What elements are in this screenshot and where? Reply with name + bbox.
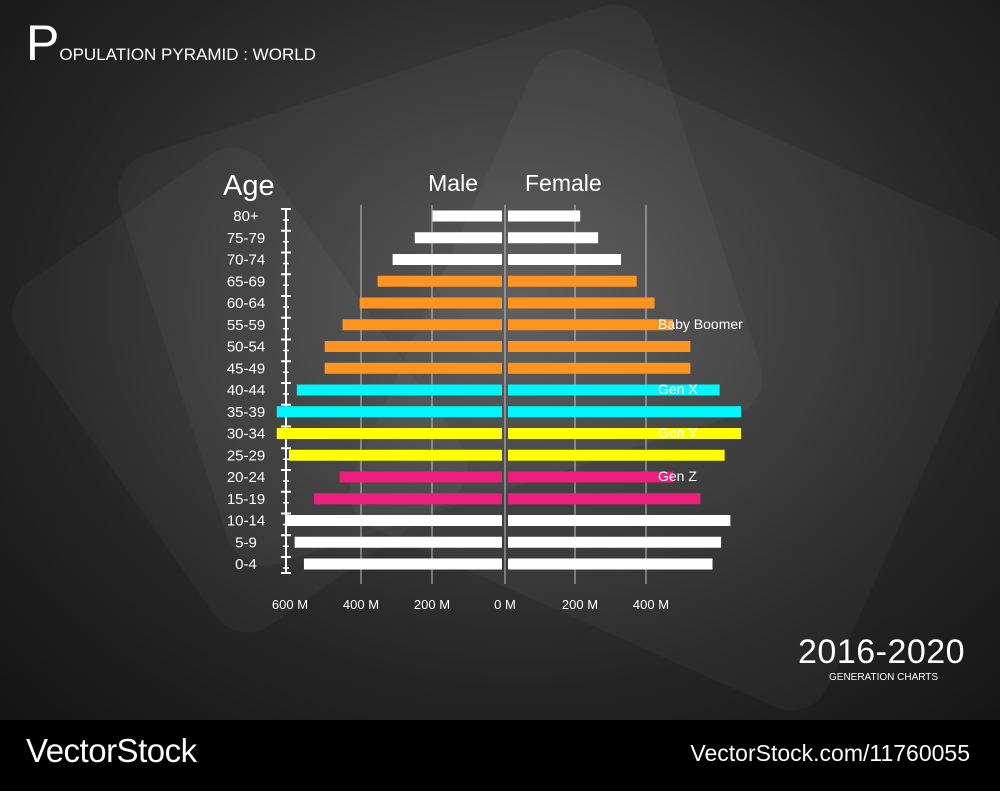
male-bar <box>286 515 502 526</box>
female-bar <box>508 362 691 374</box>
female-bar <box>508 341 691 352</box>
title-initial: P <box>26 15 60 71</box>
female-bar <box>508 319 674 331</box>
female-bar <box>508 275 637 287</box>
male-bar <box>276 406 502 418</box>
male-bar <box>276 428 502 439</box>
female-bar <box>508 384 720 396</box>
age-group-label: 5-9 <box>235 534 257 551</box>
age-group-label: 30-34 <box>227 426 265 443</box>
age-group-label: 55-59 <box>227 317 265 334</box>
age-group-label: 65-69 <box>227 273 265 290</box>
x-tick-label: 200 M <box>562 597 598 612</box>
generation-label: Baby Boomer <box>658 316 743 332</box>
age-axis <box>281 208 291 574</box>
male-bar <box>342 319 502 331</box>
male-bar <box>324 362 502 374</box>
female-bar <box>508 297 655 309</box>
age-group-label: 45-49 <box>227 360 265 377</box>
male-bar <box>296 384 502 396</box>
age-group-label: 50-54 <box>227 339 265 356</box>
population-pyramid-chart: 600 M 400 M 200 M 0 M 200 M 400 M 80+ 75-79 70-7… <box>223 170 743 612</box>
age-group-label: 75-79 <box>227 230 265 247</box>
chalkboard-background <box>0 0 1000 720</box>
male-bar <box>432 210 502 222</box>
age-group-label: 40-44 <box>227 382 265 399</box>
female-bar <box>508 536 722 548</box>
female-bar <box>508 449 725 461</box>
male-bar <box>377 275 502 287</box>
age-group-label: 80+ <box>233 208 259 225</box>
period-years: 2016-2020 <box>798 633 966 671</box>
bar-layer <box>276 210 742 570</box>
female-bar <box>508 471 674 483</box>
generation-label: Gen Y <box>658 425 698 441</box>
age-group-label: 60-64 <box>227 295 265 312</box>
female-bar <box>508 428 742 439</box>
male-bar <box>392 254 502 265</box>
female-label: Female <box>525 170 602 196</box>
generation-label: Gen Z <box>658 468 697 484</box>
male-bar <box>303 558 502 570</box>
footer-bar: VectorStock VectorStock.com/11760055 <box>0 720 1000 791</box>
x-tick-label-center: 0 M <box>494 597 516 612</box>
female-bar <box>508 210 581 222</box>
period-subtitle: GENERATION CHARTS <box>829 672 939 683</box>
male-label: Male <box>428 170 478 196</box>
age-group-label: 10-14 <box>227 513 265 530</box>
male-bar <box>359 297 502 309</box>
source-url: VectorStock.com/11760055 <box>690 740 970 766</box>
title-text: OPULATION PYRAMID : WORLD <box>59 45 316 64</box>
generation-label: Gen X <box>658 381 698 397</box>
x-tick-label: 400 M <box>633 597 669 612</box>
male-bar <box>288 449 502 461</box>
x-tick-label: 600 M <box>272 597 308 612</box>
x-tick-label: 200 M <box>414 597 450 612</box>
female-bar <box>508 493 701 505</box>
label-layer: 600 M 400 M 200 M 0 M 200 M 400 M 80+ 75-79 70-7… <box>227 208 743 612</box>
page-title: P OPULATION PYRAMID : WORLD <box>26 15 316 71</box>
age-group-label: 20-24 <box>227 469 265 486</box>
female-bar <box>508 232 599 244</box>
age-group-label: 25-29 <box>227 447 265 464</box>
brand-logo-text: VectorStock <box>26 732 197 769</box>
female-bar <box>508 406 742 418</box>
female-bar <box>508 558 713 570</box>
female-bar <box>508 515 731 526</box>
male-bar <box>294 536 502 548</box>
male-bar <box>324 341 502 352</box>
age-group-label: 0-4 <box>235 556 257 573</box>
male-bar <box>313 493 502 505</box>
age-group-label: 35-39 <box>227 404 265 421</box>
male-bar <box>414 232 502 244</box>
age-group-label: 70-74 <box>227 252 265 269</box>
male-bar <box>339 471 502 483</box>
x-tick-label: 400 M <box>343 597 379 612</box>
y-axis-title: Age <box>223 170 275 202</box>
female-bar <box>508 254 621 265</box>
age-group-label: 15-19 <box>227 491 265 508</box>
